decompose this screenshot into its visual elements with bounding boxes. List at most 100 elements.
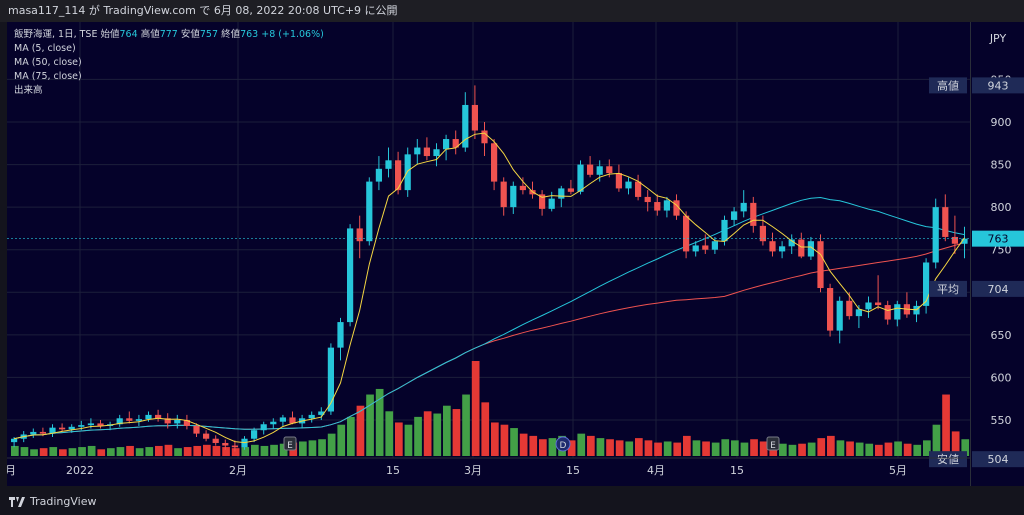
candle-body: [471, 104, 478, 131]
candle-body: [750, 202, 757, 226]
legend-ma50[interactable]: MA (50, close): [14, 57, 82, 68]
legend-ma5[interactable]: MA (5, close): [14, 43, 76, 54]
candle-body: [251, 430, 258, 439]
legend-close-label: 終値: [221, 29, 241, 40]
volume-bar: [539, 439, 547, 456]
candle-body: [260, 424, 267, 431]
candle-body: [683, 215, 690, 252]
candle-body: [711, 241, 718, 250]
candle-body: [827, 288, 834, 331]
candle-body: [11, 438, 18, 443]
volume-bar: [49, 447, 58, 456]
volume-bar: [366, 394, 374, 456]
candle-body: [145, 414, 152, 420]
volume-bar: [433, 413, 442, 456]
volume-bar: [39, 448, 48, 456]
candle-body: [961, 238, 968, 244]
volume-bar: [337, 424, 346, 456]
candle-body: [884, 305, 891, 320]
candle-body: [337, 322, 344, 348]
ma5-series: [13, 132, 965, 444]
candle-body: [423, 147, 430, 157]
legend-close: 763: [240, 29, 259, 40]
legend-high: 777: [159, 29, 178, 40]
candle-body: [615, 173, 622, 189]
time-tick-label: 6月: [7, 464, 16, 477]
tradingview-brand[interactable]: TradingView: [9, 495, 96, 508]
volume-bar: [529, 435, 538, 456]
candle-body: [702, 245, 709, 250]
candle-body: [193, 425, 200, 434]
price-tick-label: 900: [991, 116, 1012, 129]
volume-bar: [923, 440, 931, 456]
price-tag-label: 平均: [929, 280, 967, 297]
legend-high-label: 高値: [140, 29, 160, 40]
candle-body: [126, 418, 133, 421]
legend-open: 764: [119, 29, 138, 40]
volume-bar: [903, 443, 912, 456]
candle-body: [481, 130, 488, 144]
volume-bar: [356, 405, 365, 456]
volume-bar: [750, 439, 758, 456]
volume-bar: [308, 440, 317, 456]
legend-change: +8 (+1.06%): [261, 29, 324, 40]
volume-bar: [779, 443, 787, 456]
candle-body: [587, 164, 594, 175]
volume-bar: [260, 445, 269, 456]
candle-body: [212, 438, 219, 443]
volume-bar: [404, 424, 413, 456]
volume-bar: [279, 443, 288, 456]
volume-bar: [347, 416, 355, 456]
candle-body: [788, 239, 795, 247]
price-tag-value-text: 504: [988, 453, 1009, 466]
candle-body: [567, 188, 574, 192]
price-tag-label: 高値: [929, 77, 967, 94]
event-label: D: [560, 441, 567, 451]
candle-body: [183, 420, 190, 426]
volume-bar: [30, 449, 38, 456]
candle-body: [855, 309, 862, 317]
price-axis[interactable]: JPY9509008508007507006506005509437045047…: [970, 22, 1024, 486]
volume-bar: [865, 443, 874, 456]
legend-volume[interactable]: 出来高: [14, 85, 43, 96]
volume-bar: [961, 439, 970, 456]
price-tag-value: 704: [972, 280, 1024, 297]
volume-bar: [807, 442, 816, 456]
candle-body: [942, 207, 949, 237]
volume-bar: [116, 447, 125, 456]
volume-bar: [203, 444, 211, 456]
last-price-tag: 763: [972, 230, 1024, 247]
candle-body: [875, 302, 882, 306]
price-tick-label: 600: [991, 371, 1012, 384]
candle-body: [759, 225, 766, 242]
volume-bar: [11, 445, 19, 456]
volume-bar: [212, 445, 221, 456]
volume-bar: [692, 440, 701, 456]
brand-label: TradingView: [30, 495, 97, 508]
volume-bar: [414, 416, 422, 456]
last-price-tag-text: 763: [988, 233, 1009, 246]
time-tick-label: 2月: [229, 464, 247, 477]
candlesticks: [7, 85, 970, 452]
candle-body: [740, 202, 747, 212]
candle-body: [596, 166, 603, 175]
time-axis: 2022 2月 15 3月 15 4月 15 5月 6月: [7, 457, 970, 477]
candle-body: [932, 207, 939, 263]
volume-bar: [471, 361, 480, 456]
candle-body: [462, 104, 469, 148]
volume-bar: [894, 441, 902, 456]
price-tick-label: 750: [991, 244, 1012, 257]
currency-label: JPY: [989, 32, 1007, 45]
dividend-badge: [555, 436, 571, 452]
event-label: E: [287, 441, 293, 451]
candle-body: [433, 149, 440, 157]
candle-body: [366, 181, 373, 242]
legend-ma75[interactable]: MA (75, close): [14, 71, 82, 82]
candle-body: [356, 228, 363, 242]
candle-body: [769, 241, 776, 252]
volume-bar: [884, 442, 893, 456]
candle-body: [951, 236, 958, 244]
candle-body: [327, 347, 334, 412]
